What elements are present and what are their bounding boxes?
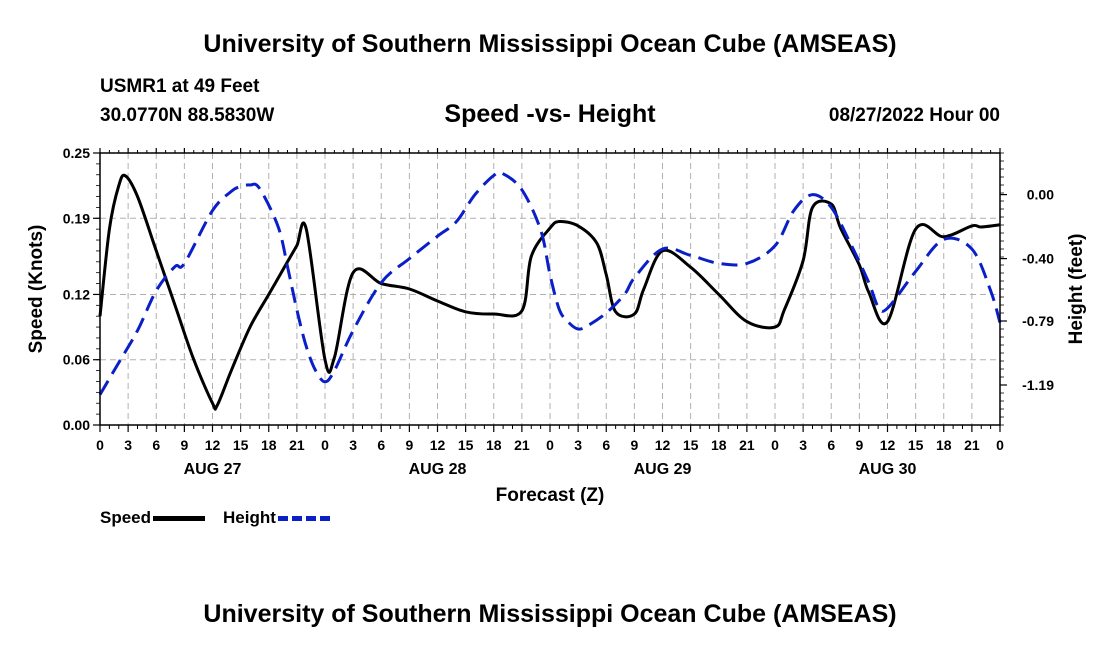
x-tick-label: 3 (574, 437, 582, 453)
legend-item-height: Height (223, 508, 330, 528)
y-tick-label: 0.00 (63, 417, 90, 433)
x-tick-label: 12 (880, 437, 896, 453)
x-tick-label: 6 (152, 437, 160, 453)
x-tick-label: 9 (855, 437, 863, 453)
x-tick-label: 0 (546, 437, 554, 453)
x-tick-label: 6 (377, 437, 385, 453)
y2-tick-label: 0.00 (1027, 187, 1054, 203)
x-tick-label: 9 (630, 437, 638, 453)
x-axis-label: Forecast (Z) (496, 485, 605, 506)
x-tick-label: 9 (180, 437, 188, 453)
legend-swatch-height (277, 515, 330, 521)
y2-tick-label: -1.19 (1022, 377, 1054, 393)
y2-tick-label: -0.79 (1022, 313, 1054, 329)
x-tick-label: 21 (739, 437, 755, 453)
x-tick-label: 0 (996, 437, 1004, 453)
x-tick-label: 18 (486, 437, 502, 453)
y2-tick-label: -0.40 (1022, 251, 1054, 267)
x-tick-label: 0 (96, 437, 104, 453)
legend-swatch-speed (153, 515, 206, 521)
x-tick-label: 12 (205, 437, 221, 453)
legend-item-speed: Speed (100, 508, 206, 528)
main-title: University of Southern Mississippi Ocean… (203, 30, 897, 58)
x-tick-label: 3 (124, 437, 132, 453)
x-tick-label: 6 (602, 437, 610, 453)
x-tick-label: 12 (430, 437, 446, 453)
forecast-datetime: 08/27/2022 Hour 00 (828, 105, 1000, 126)
legend-label-speed: Speed (100, 508, 152, 527)
x-tick-label: 12 (655, 437, 671, 453)
y-tick-label: 0.06 (63, 352, 90, 368)
x-tick-label: 0 (771, 437, 779, 453)
footer-title: University of Southern Mississippi Ocean… (203, 600, 897, 628)
series-layer (98, 170, 1002, 411)
x-tick-label: 21 (289, 437, 305, 453)
y-axis-label: Speed (Knots) (26, 225, 47, 354)
station-label: USMR1 at 49 Feet (100, 76, 260, 97)
legend: Speed Height (100, 508, 348, 528)
x-tick-label: 9 (405, 437, 413, 453)
x-tick-label: 15 (908, 437, 924, 453)
y-tick-label: 0.19 (63, 210, 90, 226)
axes: 0 3 6 9 12 15 18 21 0 3 6 9 12 15 18 21 0 3 6 9 12 15 18 21 0 3 6 9… (26, 145, 1087, 506)
x-tick-label: 21 (514, 437, 530, 453)
day-label: AUG 28 (409, 461, 467, 478)
x-tick-label: 21 (964, 437, 980, 453)
x-tick-label: 15 (458, 437, 474, 453)
y2-axis-label: Height (feet) (1066, 234, 1087, 345)
x-tick-label: 3 (799, 437, 807, 453)
series-line-height (98, 170, 1002, 396)
chart-subtitle: Speed -vs- Height (444, 100, 656, 128)
x-tick-label: 18 (711, 437, 727, 453)
y-tick-label: 0.25 (63, 145, 90, 161)
day-label: AUG 27 (184, 461, 242, 478)
x-tick-label: 15 (233, 437, 249, 453)
x-tick-label: 0 (321, 437, 329, 453)
x-tick-label: 3 (349, 437, 357, 453)
y-tick-label: 0.12 (63, 286, 90, 302)
x-tick-label: 18 (261, 437, 277, 453)
grid (100, 153, 1000, 425)
x-tick-label: 18 (936, 437, 952, 453)
day-label: AUG 30 (859, 461, 917, 478)
station-coords: 30.0770N 88.5830W (100, 105, 275, 126)
day-label: AUG 29 (634, 461, 692, 478)
x-tick-label: 15 (683, 437, 699, 453)
x-tick-label: 6 (827, 437, 835, 453)
legend-label-height: Height (223, 508, 276, 527)
